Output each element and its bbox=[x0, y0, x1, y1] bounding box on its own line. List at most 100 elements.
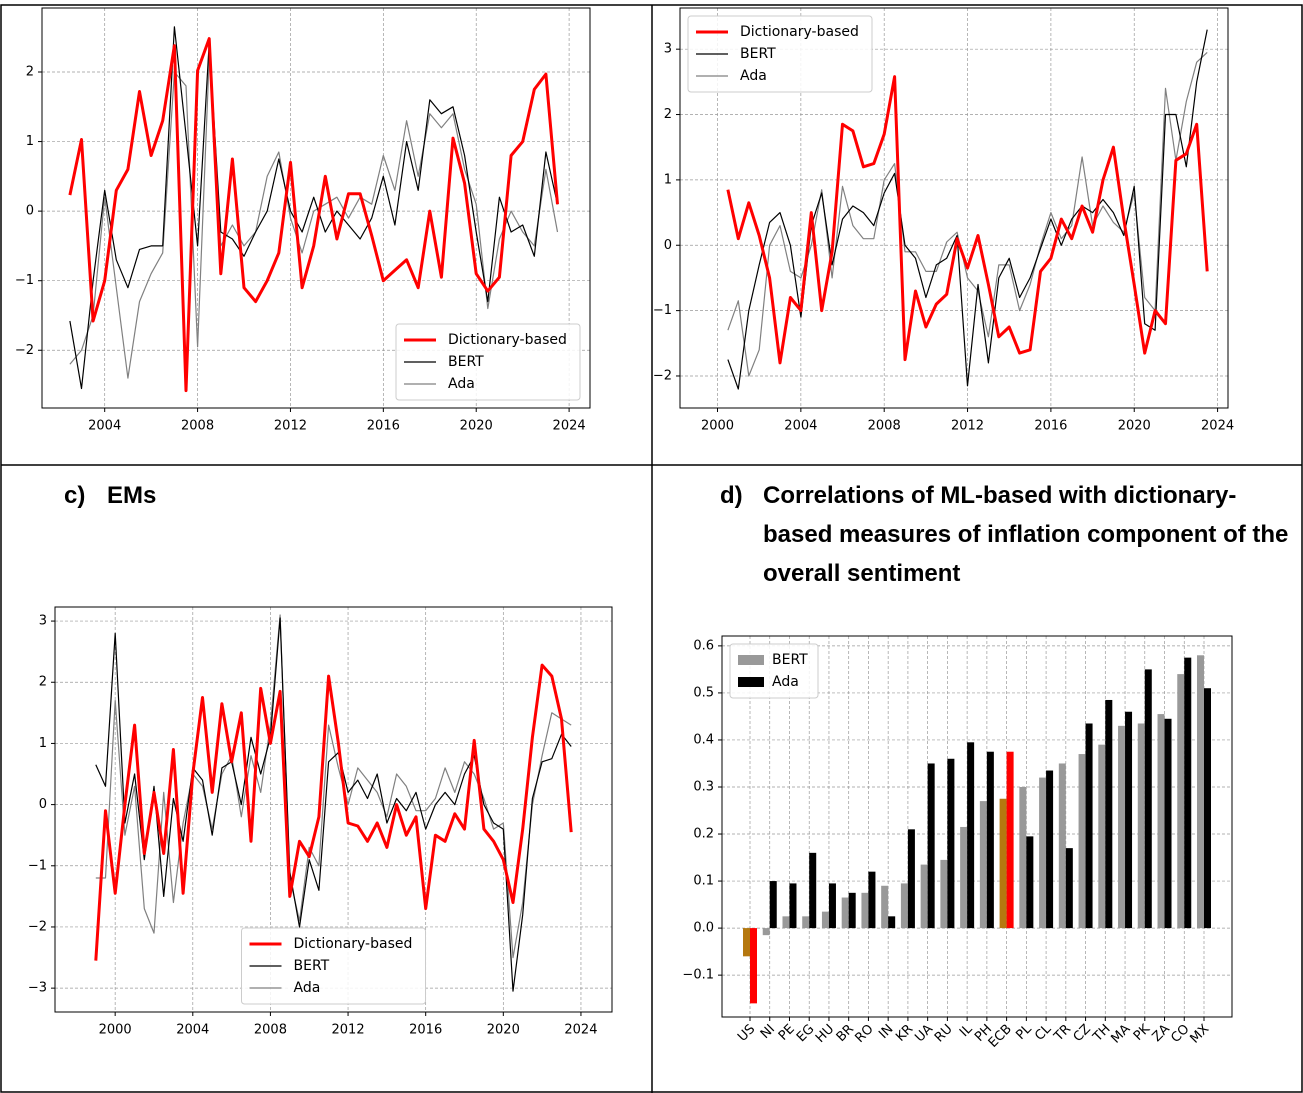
y-tick-label: −0.1 bbox=[682, 968, 714, 983]
bar bbox=[999, 798, 1007, 929]
bar bbox=[1125, 711, 1133, 929]
series-line bbox=[726, 75, 1209, 365]
y-tick-label: −2 bbox=[653, 368, 672, 383]
bar bbox=[947, 758, 955, 929]
bar bbox=[1204, 688, 1211, 929]
bar bbox=[868, 871, 876, 929]
x-tick-label: 2016 bbox=[367, 419, 400, 434]
bar bbox=[1065, 848, 1073, 929]
x-tick-label: IL bbox=[957, 1021, 976, 1040]
legend-swatch bbox=[738, 677, 764, 687]
bar bbox=[940, 859, 948, 929]
x-tick-label: 2008 bbox=[868, 419, 901, 434]
bar bbox=[789, 883, 797, 929]
bar bbox=[907, 829, 915, 929]
x-tick-label: US bbox=[735, 1022, 758, 1045]
y-tick-label: 1 bbox=[39, 736, 47, 751]
y-tick-label: 2 bbox=[39, 675, 47, 690]
legend-label: BERT bbox=[294, 958, 330, 974]
y-tick-label: 0 bbox=[26, 204, 34, 219]
y-tick-label: 0.1 bbox=[693, 874, 714, 889]
x-tick-label: 2020 bbox=[460, 419, 493, 434]
panel-title: Correlations of ML-based with dictionary… bbox=[763, 482, 1289, 587]
legend-label: Dictionary-based bbox=[740, 24, 859, 40]
bar bbox=[861, 892, 869, 929]
y-tick-label: 0 bbox=[664, 238, 672, 253]
x-tick-label: 2024 bbox=[1201, 419, 1234, 434]
y-tick-label: 3 bbox=[664, 42, 672, 57]
legend-box bbox=[687, 15, 873, 93]
bar bbox=[881, 885, 889, 929]
bar bbox=[743, 928, 750, 957]
bar bbox=[1078, 754, 1086, 929]
axes-frame bbox=[721, 635, 1233, 1018]
legend-label: Ada bbox=[740, 68, 767, 84]
series-line bbox=[95, 617, 572, 992]
bar bbox=[1118, 725, 1126, 929]
x-tick-label: 2004 bbox=[176, 1023, 209, 1038]
x-tick-label: 2004 bbox=[88, 419, 121, 434]
bar bbox=[1137, 723, 1145, 929]
bar bbox=[782, 916, 790, 929]
series-line bbox=[69, 57, 559, 379]
bar bbox=[979, 801, 987, 929]
x-tick-label: 2024 bbox=[553, 419, 586, 434]
legend-label: Dictionary-based bbox=[448, 332, 567, 348]
y-tick-label: 0.2 bbox=[693, 827, 714, 842]
y-tick-label: 0.6 bbox=[693, 638, 714, 653]
y-tick-label: 0.4 bbox=[693, 732, 714, 747]
x-tick-label: 2004 bbox=[784, 419, 817, 434]
panel-label: c) bbox=[64, 482, 86, 509]
series-line bbox=[95, 614, 572, 959]
series-line bbox=[68, 37, 559, 393]
y-tick-label: 0.3 bbox=[693, 779, 714, 794]
legend-label: Ada bbox=[448, 376, 475, 392]
x-tick-label: 2012 bbox=[274, 419, 307, 434]
bar bbox=[900, 883, 908, 929]
bar bbox=[1039, 777, 1047, 929]
bar bbox=[1144, 669, 1152, 929]
axes-frame bbox=[54, 606, 613, 1013]
y-tick-label: 0.0 bbox=[693, 921, 714, 936]
y-tick-label: −1 bbox=[28, 858, 47, 873]
bar bbox=[821, 911, 829, 929]
bar bbox=[1019, 786, 1027, 929]
bar bbox=[1006, 751, 1014, 929]
bar bbox=[841, 897, 849, 929]
x-tick-label: PL bbox=[1013, 1021, 1035, 1043]
bar bbox=[986, 751, 994, 929]
bar bbox=[1197, 655, 1204, 929]
bar bbox=[848, 892, 856, 929]
y-tick-label: 3 bbox=[39, 614, 47, 629]
bar bbox=[1046, 770, 1054, 929]
y-tick-label: −1 bbox=[653, 303, 672, 318]
y-tick-label: −2 bbox=[15, 343, 34, 358]
y-tick-label: −1 bbox=[15, 273, 34, 288]
x-tick-label: 2000 bbox=[701, 419, 734, 434]
y-tick-label: 2 bbox=[26, 65, 34, 80]
legend-swatch bbox=[738, 655, 764, 665]
legend-label: Ada bbox=[294, 980, 321, 996]
legend-label: Dictionary-based bbox=[294, 936, 413, 952]
bar bbox=[750, 928, 757, 1004]
x-tick-label: 2016 bbox=[1034, 419, 1067, 434]
legend-box bbox=[241, 927, 426, 1005]
bar bbox=[1098, 744, 1106, 929]
x-tick-label: 2020 bbox=[487, 1023, 520, 1038]
legend-box bbox=[395, 323, 581, 401]
x-tick-label: ECB bbox=[986, 1022, 1015, 1051]
x-tick-label: 2008 bbox=[181, 419, 214, 434]
y-tick-label: −3 bbox=[28, 981, 47, 996]
bar bbox=[769, 881, 777, 929]
bar bbox=[927, 763, 935, 929]
y-tick-label: 1 bbox=[26, 134, 34, 149]
x-tick-label: 2020 bbox=[1118, 419, 1151, 434]
y-tick-label: 2 bbox=[664, 107, 672, 122]
bar bbox=[1026, 836, 1034, 929]
legend-label: Ada bbox=[772, 674, 799, 690]
bar bbox=[1164, 718, 1172, 929]
bar bbox=[967, 742, 975, 929]
bar bbox=[828, 883, 836, 929]
bar bbox=[802, 916, 810, 929]
